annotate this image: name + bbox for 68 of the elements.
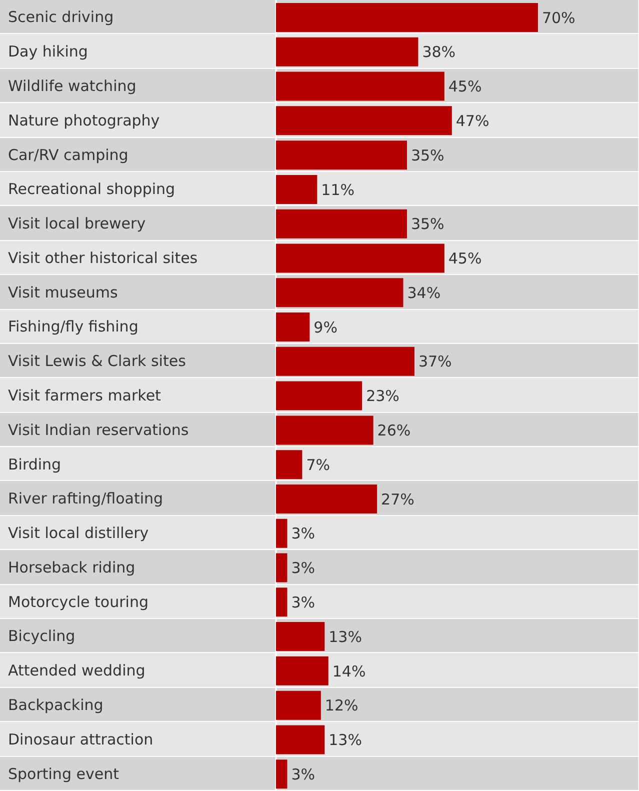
data-label: 35% <box>410 146 444 164</box>
y-tick-label: Scenic driving <box>8 8 114 26</box>
data-label: 9% <box>314 318 338 336</box>
bar <box>276 346 414 376</box>
y-tick-label: Fishing/fly fishing <box>8 318 138 336</box>
bar <box>276 72 444 101</box>
y-tick-label: Visit local distillery <box>8 524 149 542</box>
data-label: 45% <box>448 250 482 268</box>
bar <box>276 450 302 480</box>
y-tick-label: Visit other historical sites <box>8 248 198 267</box>
data-label: 38% <box>422 43 456 62</box>
data-label: 13% <box>328 628 362 646</box>
data-label: 3% <box>291 559 316 578</box>
data-label: 3% <box>291 524 316 543</box>
bar <box>276 381 362 410</box>
data-label: 3% <box>291 593 316 612</box>
data-label: 34% <box>407 284 441 302</box>
y-tick-label: Wildlife watching <box>8 76 136 95</box>
y-tick-label: Bicycling <box>8 627 76 646</box>
y-tick-label: Visit farmers market <box>8 386 162 404</box>
data-label: 7% <box>306 456 330 474</box>
bar <box>276 37 418 66</box>
y-tick-label: Motorcycle touring <box>8 592 148 611</box>
data-label: 13% <box>328 731 362 750</box>
y-tick-label: Attended wedding <box>8 662 146 680</box>
y-tick-label: Horseback riding <box>8 558 136 576</box>
bar <box>276 656 328 686</box>
bar <box>276 588 288 617</box>
y-tick-label: Visit Indian reservations <box>8 420 189 439</box>
data-label: 47% <box>456 112 490 130</box>
bar <box>276 174 318 204</box>
y-tick-label: Birding <box>8 455 62 474</box>
y-tick-label: Sporting event <box>8 764 120 783</box>
y-tick-label: Car/RV camping <box>8 146 128 164</box>
data-label: 12% <box>324 696 358 715</box>
data-label: 70% <box>542 8 576 27</box>
y-tick-label: Backpacking <box>8 696 104 714</box>
data-label: 45% <box>448 78 482 96</box>
y-tick-label: Nature photography <box>8 111 160 130</box>
data-label: 27% <box>381 490 414 508</box>
bar <box>276 690 321 720</box>
bar <box>276 416 374 445</box>
y-tick-label: Visit local brewery <box>8 214 146 233</box>
bar <box>276 278 404 308</box>
data-label: 23% <box>366 387 400 406</box>
bar <box>276 484 378 514</box>
y-tick-label: Day hiking <box>8 42 88 61</box>
data-label: 37% <box>418 352 452 371</box>
y-tick-label: River rafting/floating <box>8 490 164 508</box>
data-label: 3% <box>291 765 316 784</box>
bar <box>276 244 444 273</box>
data-label: 35% <box>410 215 444 234</box>
y-tick-label: Visit museums <box>8 283 118 302</box>
y-tick-label: Dinosaur attraction <box>8 730 154 748</box>
bar <box>276 209 407 238</box>
y-tick-label: Visit Lewis & Clark sites <box>8 352 186 370</box>
bar <box>276 140 407 170</box>
bar <box>276 553 288 582</box>
bar <box>276 622 325 652</box>
bar <box>276 518 288 548</box>
data-label: 11% <box>321 180 355 199</box>
y-tick-label: Recreational shopping <box>8 180 176 198</box>
data-label: 14% <box>332 662 366 680</box>
bar <box>276 760 288 789</box>
bar <box>276 106 452 136</box>
bar <box>276 725 325 754</box>
data-label: 26% <box>377 422 411 440</box>
bar <box>276 312 310 342</box>
